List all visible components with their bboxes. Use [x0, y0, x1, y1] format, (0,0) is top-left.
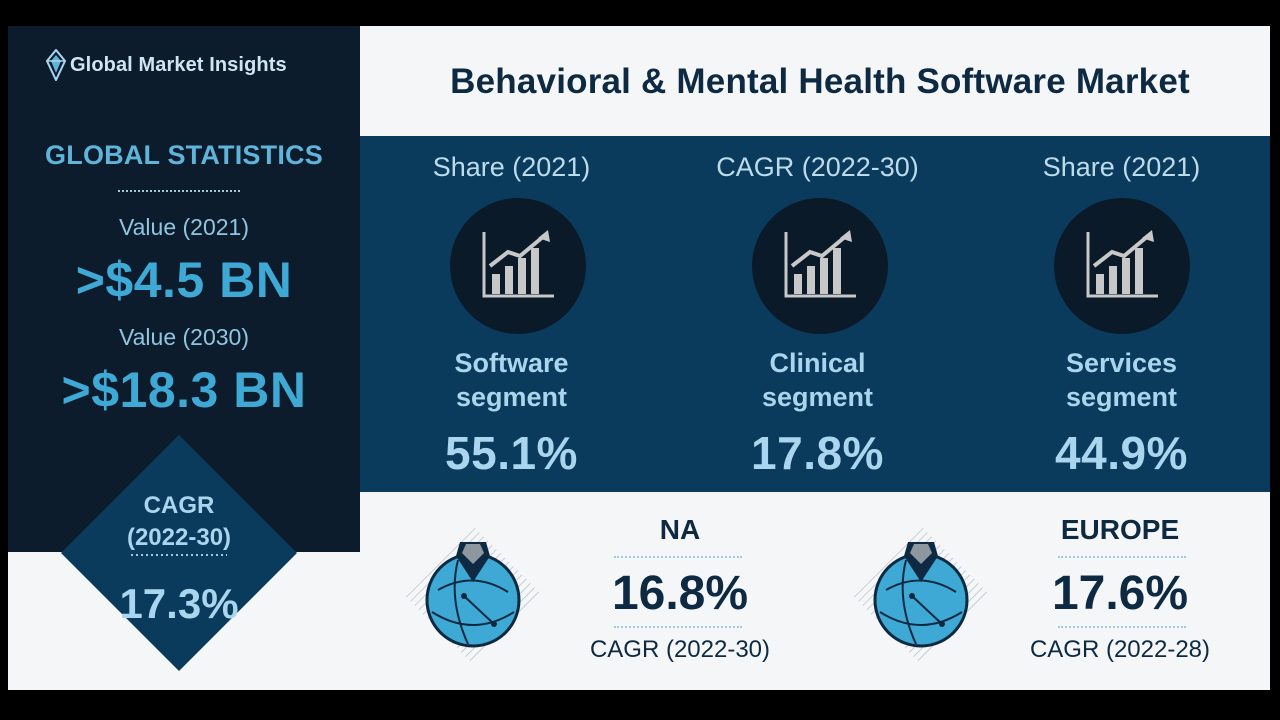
value-2030-label: Value (2030) — [119, 324, 249, 350]
value-2021-label: Value (2021) — [119, 214, 249, 240]
region-divider — [1058, 626, 1186, 628]
region-divider — [1058, 556, 1186, 558]
segment-name: Software segment — [360, 346, 663, 414]
cagr-label: CAGR — [143, 492, 215, 519]
segment-card-clinical: CAGR (2022-30) Clinical segment 17.8% — [666, 136, 969, 492]
region-name-na: NA — [659, 514, 701, 545]
segment-name-line1: Software — [454, 348, 569, 378]
cagr-period: (2022-30) — [126, 524, 232, 551]
globe-location-pin-icon — [852, 526, 990, 664]
growth-chart-icon — [752, 198, 888, 334]
segment-value: 17.8% — [751, 427, 884, 479]
region-caption-europe: CAGR (2022-28) — [1029, 636, 1211, 663]
segment-name: Clinical segment — [666, 346, 969, 414]
segment-card-services: Share (2021) Services segment 44.9% — [970, 136, 1273, 492]
cagr-value: 17.3% — [119, 580, 239, 627]
brand-name: Global Market Insights — [70, 53, 287, 76]
segment-metric: CAGR (2022-30) — [716, 152, 919, 182]
region-caption-na: CAGR (2022-30) — [589, 636, 771, 663]
growth-chart-icon — [450, 198, 586, 334]
region-divider — [614, 626, 742, 628]
value-2021: >$4.5 BN — [75, 252, 293, 308]
segment-name-line2: segment — [455, 382, 568, 412]
segment-name: Services segment — [970, 346, 1273, 414]
growth-chart-icon — [1054, 198, 1190, 334]
region-divider — [614, 556, 742, 558]
segment-value: 44.9% — [1055, 427, 1188, 479]
segment-metric: Share (2021) — [1042, 152, 1201, 182]
segment-name-line1: Services — [1065, 348, 1178, 378]
segment-metric: Share (2021) — [432, 152, 591, 182]
brand-logo: Global Market Insights — [46, 48, 287, 82]
segment-card-software: Share (2021) Software segment 55.1% — [360, 136, 663, 492]
globe-location-pin-icon — [404, 526, 542, 664]
region-value-europe: 17.6% — [1051, 567, 1189, 620]
cagr-diamond — [61, 435, 297, 671]
region-name-europe: EUROPE — [1060, 514, 1180, 545]
page-title: Behavioral & Mental Health Software Mark… — [450, 62, 1190, 101]
segment-name-line1: Clinical — [769, 348, 866, 378]
segment-name-line2: segment — [1065, 382, 1178, 412]
global-statistics-heading: GLOBAL STATISTICS — [45, 140, 323, 170]
segment-value: 55.1% — [445, 427, 578, 479]
segment-name-line2: segment — [761, 382, 874, 412]
value-2030: >$18.3 BN — [61, 362, 307, 418]
diamond-logo-icon — [46, 49, 66, 81]
region-value-na: 16.8% — [611, 567, 749, 620]
heading-divider — [118, 190, 240, 192]
